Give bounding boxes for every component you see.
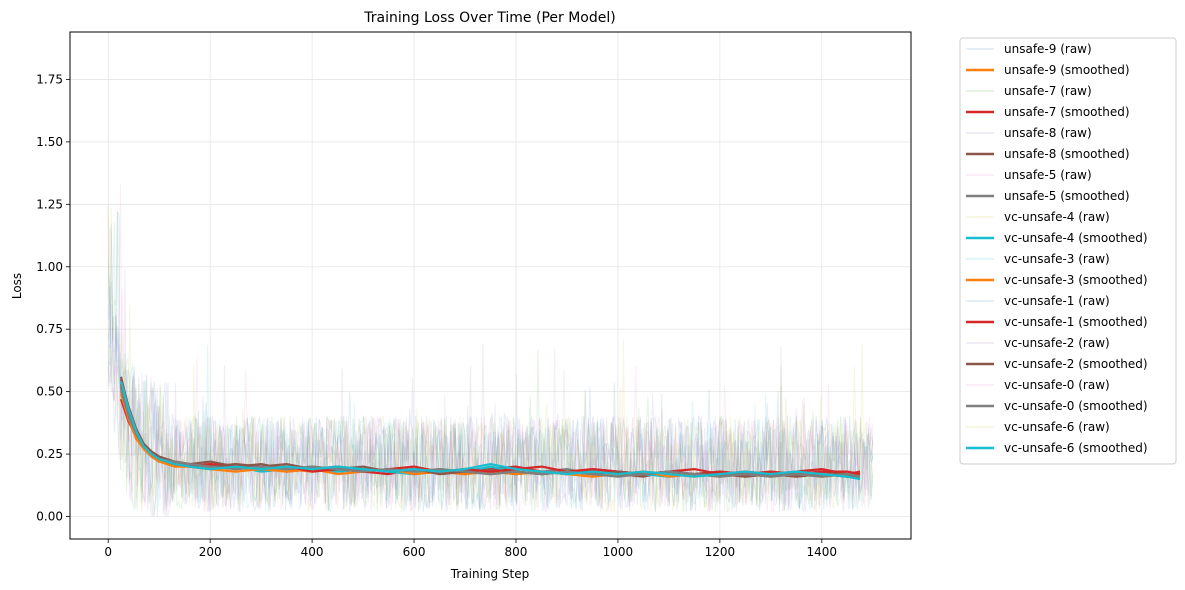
legend-label: vc-unsafe-0 (raw): [1004, 378, 1110, 392]
legend-label: vc-unsafe-4 (smoothed): [1004, 231, 1148, 245]
x-tick-label: 1200: [705, 545, 736, 559]
legend-label: unsafe-5 (smoothed): [1004, 189, 1130, 203]
legend: unsafe-9 (raw) unsafe-9 (smoothed) unsafe-…: [959, 37, 1177, 465]
chart-title: Training Loss Over Time (Per Model): [363, 10, 615, 26]
smoothed-series-line: [119, 388, 861, 478]
raw-series-line: [107, 276, 874, 513]
legend-label: unsafe-8 (raw): [1004, 126, 1092, 140]
x-tick-label: 400: [301, 545, 324, 559]
raw-series-line: [107, 269, 874, 517]
y-tick-label: 1.25: [36, 197, 63, 211]
legend-label: unsafe-5 (raw): [1004, 168, 1092, 182]
smoothed-series-group: [119, 376, 861, 481]
raw-series-line: [107, 184, 874, 517]
x-axis-label: Training Step: [450, 567, 530, 581]
legend-label: unsafe-7 (smoothed): [1004, 105, 1130, 119]
legend-label: vc-unsafe-1 (raw): [1004, 294, 1110, 308]
grid: [70, 32, 911, 539]
y-tick-label: 0.25: [36, 447, 63, 461]
x-tick-label: 800: [505, 545, 528, 559]
x-tick-label: 600: [403, 545, 426, 559]
legend-label: vc-unsafe-4 (raw): [1004, 210, 1110, 224]
smoothed-series-line: [119, 381, 861, 481]
legend-label: unsafe-7 (raw): [1004, 84, 1092, 98]
legend-label: vc-unsafe-2 (raw): [1004, 336, 1110, 350]
legend-label: unsafe-9 (raw): [1004, 42, 1092, 56]
y-axis-label: Loss: [10, 273, 24, 299]
plot-area: [69, 31, 912, 540]
legend-box: [959, 37, 1177, 465]
raw-series-line: [107, 210, 874, 517]
raw-series-line: [107, 285, 874, 517]
x-tick-label: 1400: [807, 545, 838, 559]
x-tick-label: 0: [104, 545, 112, 559]
legend-label: unsafe-8 (smoothed): [1004, 147, 1130, 161]
legend-label: vc-unsafe-6 (smoothed): [1004, 441, 1148, 455]
legend-label: vc-unsafe-1 (smoothed): [1004, 315, 1148, 329]
legend-label: vc-unsafe-0 (smoothed): [1004, 399, 1148, 413]
y-tick-label: 1.50: [36, 135, 63, 149]
x-tick-label: 200: [199, 545, 222, 559]
y-tick-label: 1.75: [36, 72, 63, 86]
legend-label: vc-unsafe-2 (smoothed): [1004, 357, 1148, 371]
x-axis: 0 200 400 600 800 1000 1200 1400: [104, 539, 837, 559]
legend-label: vc-unsafe-6 (raw): [1004, 420, 1110, 434]
y-axis: 0.00 0.25 0.50 0.75 1.00 1.25 1.50 1.75: [36, 72, 70, 524]
legend-label: vc-unsafe-3 (raw): [1004, 252, 1110, 266]
y-tick-label: 0.50: [36, 385, 63, 399]
x-tick-label: 1000: [603, 545, 634, 559]
legend-label: vc-unsafe-3 (smoothed): [1004, 273, 1148, 287]
y-tick-label: 0.75: [36, 322, 63, 336]
y-tick-label: 1.00: [36, 260, 63, 274]
y-tick-label: 0.00: [36, 510, 63, 524]
legend-label: unsafe-9 (smoothed): [1004, 63, 1130, 77]
